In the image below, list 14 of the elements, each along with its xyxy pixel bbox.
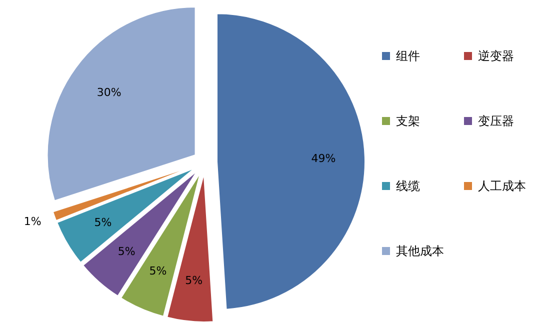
data-label: 5% bbox=[149, 264, 167, 278]
legend-label: 线缆 bbox=[396, 179, 420, 194]
legend-label: 其他成本 bbox=[396, 244, 444, 258]
legend-label: 人工成本 bbox=[478, 179, 526, 194]
legend-label: 支架 bbox=[396, 114, 420, 128]
data-label: 5% bbox=[185, 274, 203, 287]
legend-label: 逆变器 bbox=[478, 49, 514, 64]
data-label: 30% bbox=[96, 86, 122, 100]
data-label: 49% bbox=[311, 152, 336, 166]
data-label: 5% bbox=[94, 216, 112, 230]
data-label: 5% bbox=[118, 244, 136, 258]
legend-label: 组件 bbox=[396, 49, 420, 64]
data-label: 1% bbox=[24, 214, 42, 228]
legend-label: 变压器 bbox=[478, 114, 514, 128]
